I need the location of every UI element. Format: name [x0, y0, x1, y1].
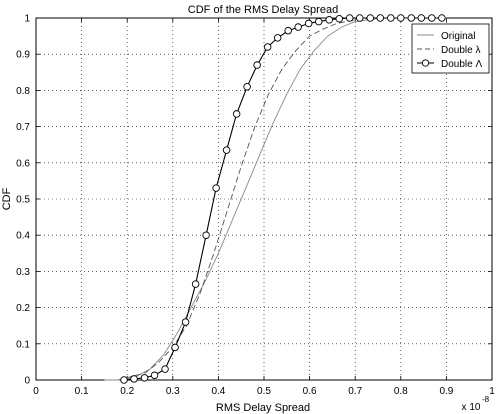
y-tick-label: 0.8 — [16, 86, 30, 97]
data-point-double-Lambda — [428, 14, 436, 22]
x-tick-label: 0.7 — [348, 386, 362, 397]
y-tick-label: 0.9 — [16, 50, 30, 61]
data-point-double-Lambda — [387, 14, 395, 22]
y-tick-label: 0.7 — [16, 122, 30, 133]
legend-marker-double-Lambda — [421, 59, 430, 67]
y-tick-label: 0 — [24, 376, 30, 387]
data-point-double-Lambda — [150, 371, 159, 380]
x-ticks: 0 0.1 0.2 0.3 0.4 0.5 0.6 0.7 0.8 0.9 1 — [33, 18, 495, 397]
grid — [36, 18, 492, 380]
data-point-double-Lambda — [294, 23, 302, 31]
data-point-double-Lambda — [397, 14, 405, 22]
data-point-double-Lambda — [304, 19, 313, 28]
y-tick-label: 1 — [24, 14, 30, 25]
y-ticks: 0 0.1 0.2 0.3 0.4 0.5 0.6 0.7 0.8 0.9 1 — [16, 14, 492, 387]
data-point-double-Lambda — [407, 14, 416, 22]
data-point-double-Lambda — [314, 17, 323, 26]
series-line-double-lambda — [117, 17, 447, 381]
x-tick-label: 1 — [489, 386, 495, 397]
x-axis-label: RMS Delay Spread — [216, 402, 310, 414]
data-point-double-Lambda — [366, 14, 374, 22]
data-point-double-Lambda — [161, 365, 169, 373]
data-point-double-Lambda — [222, 146, 231, 154]
series-layer — [104, 14, 447, 384]
data-point-double-Lambda — [284, 26, 292, 35]
data-point-double-Lambda — [417, 14, 426, 22]
data-point-double-Lambda — [191, 280, 200, 288]
data-point-double-Lambda — [273, 34, 282, 42]
data-point-double-Lambda — [140, 374, 149, 382]
legend: Original Double λ Double Λ — [411, 23, 490, 74]
y-tick-label: 0.6 — [16, 158, 30, 169]
data-point-double-Lambda — [253, 61, 261, 69]
x-tick-label: 0.3 — [166, 386, 180, 397]
series-line-original — [104, 17, 447, 381]
y-tick-label: 0.4 — [16, 231, 30, 242]
data-point-double-Lambda — [376, 14, 385, 22]
y-tick-label: 0.1 — [16, 339, 30, 350]
x-tick-label: 0.9 — [439, 386, 453, 397]
data-point-double-Lambda — [438, 14, 446, 22]
y-tick-label: 0.3 — [16, 267, 30, 278]
data-point-double-Lambda — [202, 231, 210, 239]
x-multiplier-label: x 10 — [462, 402, 481, 413]
data-point-double-Lambda — [335, 14, 343, 23]
data-point-double-Lambda — [243, 83, 251, 91]
x-tick-label: 0.8 — [394, 386, 408, 397]
data-point-double-Lambda — [325, 16, 333, 24]
data-point-double-Lambda — [130, 375, 138, 383]
x-tick-label: 0 — [33, 386, 39, 397]
y-axis-label: CDF — [1, 187, 13, 210]
data-point-double-Lambda — [345, 14, 354, 22]
x-tick-label: 0.5 — [257, 386, 271, 397]
x-tick-label: 0.1 — [75, 386, 89, 397]
data-point-double-Lambda — [120, 376, 128, 384]
data-point-double-Lambda — [356, 14, 364, 22]
data-point-double-Lambda — [263, 43, 272, 51]
chart-title: CDF of the RMS Delay Spread — [188, 4, 338, 16]
y-tick-label: 0.5 — [16, 195, 30, 206]
legend-label-double-Lambda: Double Λ — [441, 59, 482, 70]
data-point-double-Lambda — [171, 343, 179, 352]
legend-label-original: Original — [441, 31, 475, 42]
legend-label-double-lambda: Double λ — [441, 45, 480, 56]
series-line-double-Lambda — [123, 17, 442, 381]
x-tick-label: 0.2 — [120, 386, 134, 397]
x-tick-label: 0.4 — [211, 386, 225, 397]
data-point-double-Lambda — [181, 318, 190, 326]
y-tick-label: 0.2 — [16, 303, 30, 314]
x-tick-label: 0.6 — [303, 386, 317, 397]
x-multiplier-exponent: -8 — [482, 395, 490, 404]
data-point-double-Lambda — [232, 110, 241, 118]
data-point-double-Lambda — [212, 184, 220, 192]
